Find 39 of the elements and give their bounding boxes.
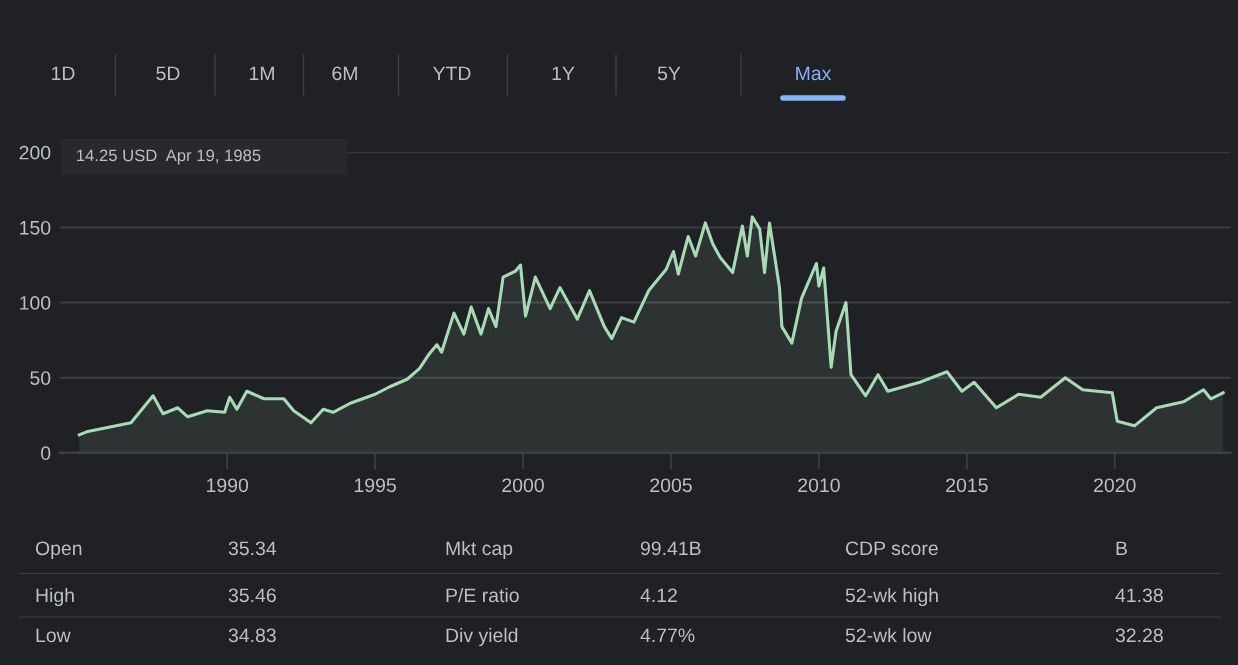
x-tick-label: 2020 xyxy=(1094,478,1136,493)
x-tick-label: 1995 xyxy=(354,478,396,493)
y-tick-label: 100 xyxy=(20,296,51,310)
y-tick-label: 200 xyxy=(19,145,51,160)
text: 5D xyxy=(156,66,180,81)
text: 4.77% xyxy=(640,628,695,643)
text: Mkt cap xyxy=(446,540,513,560)
text: 52-wk high xyxy=(845,587,938,607)
x-tick-label: 2015 xyxy=(946,478,988,493)
text: 99.41B xyxy=(640,541,701,556)
text: Low xyxy=(36,628,71,643)
text: 6M xyxy=(332,66,357,81)
text: 4.12 xyxy=(640,588,677,603)
text: Max xyxy=(796,66,832,81)
text: 1M xyxy=(249,66,274,81)
text: 52-wk low xyxy=(845,627,932,643)
text: P/E ratio xyxy=(446,587,519,603)
x-tick-label: 2005 xyxy=(650,478,692,493)
x-tick-label: 2000 xyxy=(502,478,544,493)
text: 35.34 xyxy=(228,541,277,556)
text: 1Y xyxy=(552,66,575,81)
text: High xyxy=(36,587,74,607)
text: Div yield xyxy=(446,627,518,647)
x-tick-label: 1990 xyxy=(207,478,249,493)
text: B xyxy=(1116,541,1127,556)
text: YTD xyxy=(432,66,471,81)
text: 32.28 xyxy=(1115,628,1163,643)
y-tick-label: 150 xyxy=(20,220,51,235)
y-tick-label: 50 xyxy=(30,371,51,385)
text: 34.83 xyxy=(228,628,276,643)
x-tick-label: 2010 xyxy=(798,478,840,493)
text: 5Y xyxy=(657,66,681,81)
text: CDP score xyxy=(845,541,938,556)
text: 1D xyxy=(52,66,75,81)
text: 35.46 xyxy=(228,588,276,603)
y-tick-label: 0 xyxy=(41,446,51,461)
text: Open xyxy=(35,541,82,560)
text: 41.38 xyxy=(1115,588,1163,603)
annotation: 14.25 USD Apr 19, 1985 xyxy=(77,149,261,165)
